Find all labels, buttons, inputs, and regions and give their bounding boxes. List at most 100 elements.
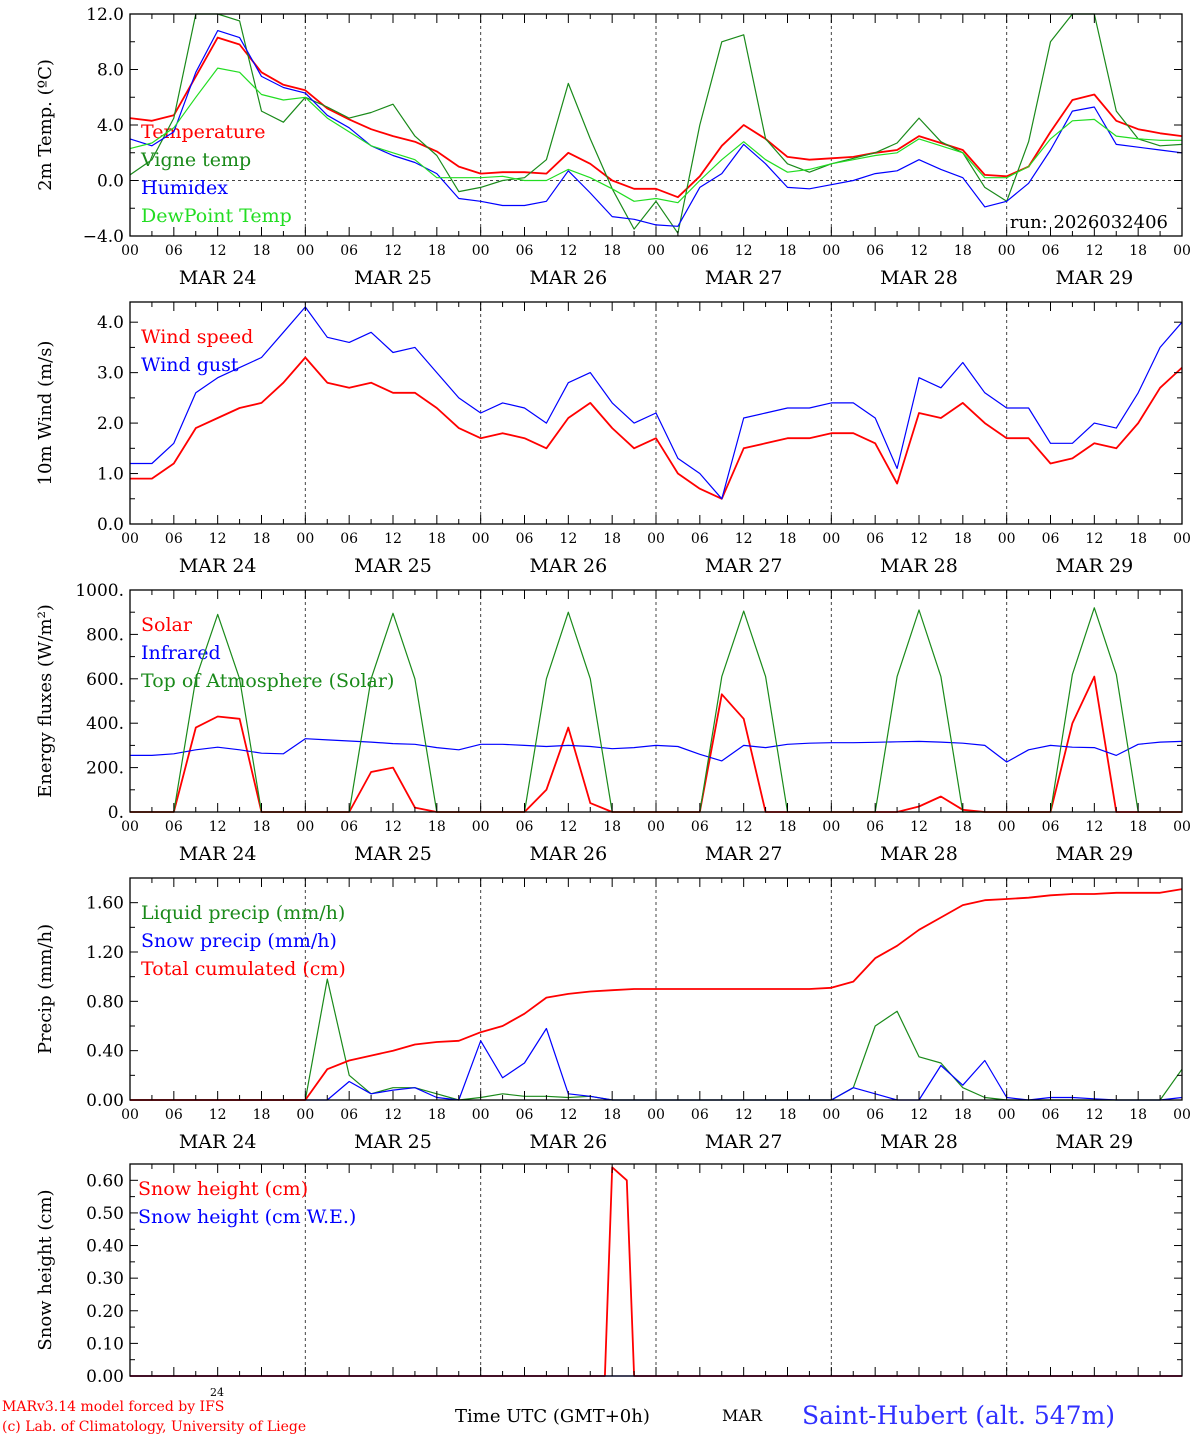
hour-tick-label: 18 xyxy=(428,243,446,259)
y-tick-label: 0.40 xyxy=(86,1042,124,1062)
hour-tick-label: 12 xyxy=(735,819,753,835)
hour-tick-label: 00 xyxy=(998,819,1016,835)
hour-tick-label: 06 xyxy=(165,1107,183,1123)
hour-tick-label: 18 xyxy=(253,819,271,835)
hour-tick-label: 00 xyxy=(1173,819,1191,835)
legend-entry: Snow height (cm W.E.) xyxy=(138,1206,356,1228)
y-tick-label: 0.80 xyxy=(86,992,124,1012)
hour-tick-label: 06 xyxy=(691,243,709,259)
hour-tick-label: 00 xyxy=(121,243,139,259)
hour-tick-label: 18 xyxy=(779,1107,797,1123)
legend-entry: Humidex xyxy=(141,177,228,199)
hour-tick-label: 00 xyxy=(1173,1107,1191,1123)
hour-tick-label: 00 xyxy=(121,531,139,547)
hour-tick-label: 06 xyxy=(691,531,709,547)
legend-entry: DewPoint Temp xyxy=(141,205,292,227)
hour-tick-label: 00 xyxy=(296,1107,314,1123)
hour-tick-label: 00 xyxy=(998,243,1016,259)
time-axis-label: Time UTC (GMT+0h) xyxy=(455,1406,650,1427)
day-label: MAR 24 xyxy=(179,555,257,577)
hour-tick-label: 00 xyxy=(121,819,139,835)
legend-entry: Infrared xyxy=(141,642,221,664)
hour-tick-label: 12 xyxy=(384,531,402,547)
hour-tick-label: 00 xyxy=(472,243,490,259)
legend-entry: Snow precip (mm/h) xyxy=(141,930,337,952)
series-humidex xyxy=(129,30,1183,227)
hour-tick-label: 18 xyxy=(1129,819,1147,835)
legend-entry: Temperature xyxy=(141,121,265,143)
panel-precip: Liquid precip (mm/h) Snow precip (mm/h) To… xyxy=(35,877,1191,1153)
hour-tick-label: 00 xyxy=(296,531,314,547)
hour-tick-label: 00 xyxy=(472,1107,490,1123)
hour-tick-label: 18 xyxy=(253,243,271,259)
y-tick-label: 2.0 xyxy=(97,414,124,434)
y-tick-label: 0.30 xyxy=(86,1269,124,1289)
day-label: MAR 26 xyxy=(529,843,607,865)
day-label: MAR 29 xyxy=(1055,843,1133,865)
hour-tick-label: 12 xyxy=(910,1107,928,1123)
hour-tick-label: 18 xyxy=(603,819,621,835)
day-label: MAR 27 xyxy=(705,555,783,577)
legend-entry: Snow height (cm) xyxy=(138,1178,308,1200)
hour-tick-label: 12 xyxy=(559,819,577,835)
day-label: MAR 27 xyxy=(705,843,783,865)
series-solar xyxy=(130,675,1182,813)
hour-tick-label: 00 xyxy=(296,243,314,259)
y-tick-label: 1.0 xyxy=(97,465,124,485)
hour-tick-label: 18 xyxy=(1129,243,1147,259)
hour-tick-label: 18 xyxy=(603,1107,621,1123)
day-label: MAR 29 xyxy=(1055,1131,1133,1153)
day-label: MAR 25 xyxy=(354,267,432,289)
hour-tick-label: 12 xyxy=(209,1107,227,1123)
day-label: MAR 26 xyxy=(529,555,607,577)
day-label: MAR 25 xyxy=(354,1131,432,1153)
hour-tick-label: 00 xyxy=(1173,243,1191,259)
legend-entry: Vigne temp xyxy=(140,149,251,171)
hour-tick-label: 12 xyxy=(209,819,227,835)
hour-tick-label: 18 xyxy=(603,243,621,259)
y-tick-label: 3.0 xyxy=(97,364,124,384)
hour-tick-label: 12 xyxy=(384,819,402,835)
hour-tick-label: 12 xyxy=(735,531,753,547)
hour-tick-label: 00 xyxy=(121,1107,139,1123)
hour-tick-label: 18 xyxy=(1129,531,1147,547)
hour-tick-label: 00 xyxy=(822,1107,840,1123)
panel-wind: Wind speed Wind gust 00 06 12 18 00 06 12 18 00 06 1… xyxy=(35,301,1191,577)
hour-tick-label: 18 xyxy=(954,243,972,259)
hour-tick-label: 12 xyxy=(384,243,402,259)
y-axis-label: 10m Wind (m/s) xyxy=(35,341,56,486)
day-label: MAR 24 xyxy=(179,1131,257,1153)
day-label: MAR 28 xyxy=(880,267,958,289)
hour-tick-label: 06 xyxy=(691,1107,709,1123)
series-wind-speed xyxy=(130,356,1183,500)
hour-tick-label: 06 xyxy=(516,243,534,259)
hour-tick-label: 00 xyxy=(822,531,840,547)
y-tick-label: 0.00 xyxy=(86,1091,124,1111)
hour-tick-label: 06 xyxy=(866,243,884,259)
y-axis-label: Snow height (cm) xyxy=(35,1189,56,1350)
series-dewpoint-temp xyxy=(129,67,1182,204)
legend-entry: Wind speed xyxy=(141,326,253,348)
hour-tick-label: 06 xyxy=(1042,1107,1060,1123)
hour-tick-label: 00 xyxy=(647,531,665,547)
hour-tick-label: 12 xyxy=(384,1107,402,1123)
hour-tick-label: 18 xyxy=(603,531,621,547)
y-tick-label: 600. xyxy=(86,670,124,690)
hour-tick-label: 18 xyxy=(428,1107,446,1123)
day-label: MAR 27 xyxy=(705,267,783,289)
hour-tick-label: 12 xyxy=(559,1107,577,1123)
hour-tick-label: 06 xyxy=(165,243,183,259)
day-label: MAR 28 xyxy=(880,843,958,865)
y-tick-label: 0.20 xyxy=(86,1302,124,1322)
hour-tick-label: 00 xyxy=(822,243,840,259)
hour-tick-label: 12 xyxy=(910,243,928,259)
y-tick-label: −4.0 xyxy=(83,227,124,247)
y-tick-label: 1.20 xyxy=(86,943,124,963)
hour-tick-label: 18 xyxy=(253,531,271,547)
series-temperature xyxy=(129,36,1183,199)
hour-tick-label: 06 xyxy=(866,1107,884,1123)
model-credit: MARv3.14 model forced by IFS xyxy=(2,1399,225,1415)
legend-entry: Total cumulated (cm) xyxy=(141,958,346,980)
y-tick-label: 800. xyxy=(86,625,124,645)
